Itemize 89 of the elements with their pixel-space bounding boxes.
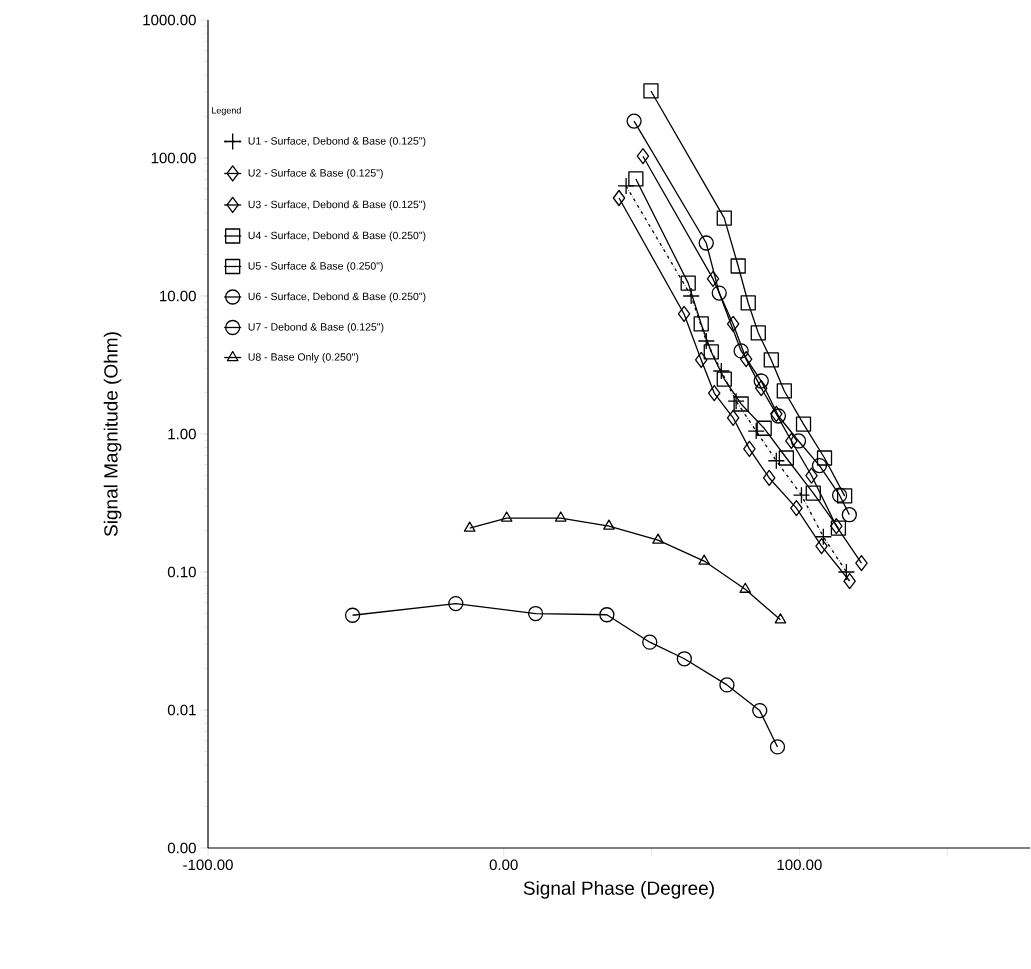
point <box>770 405 783 422</box>
point <box>500 511 513 522</box>
point <box>739 582 752 593</box>
point <box>612 189 626 207</box>
y-tick-label: 0.01 <box>167 704 196 716</box>
point <box>694 351 708 369</box>
point <box>753 373 769 389</box>
point <box>767 452 785 470</box>
point <box>830 517 843 535</box>
point <box>698 235 714 251</box>
x-axis-title: Signal Phase (Degree) <box>523 880 714 899</box>
point <box>636 148 650 165</box>
x-tick-label: 0.00 <box>489 859 518 871</box>
point <box>726 315 740 333</box>
legend-label: U8 - Base Only (0.250") <box>248 352 359 363</box>
point <box>344 607 361 623</box>
point <box>652 533 664 544</box>
point <box>677 305 691 323</box>
point <box>628 171 644 187</box>
point <box>743 440 756 458</box>
legend-label: U4 - Surface, Debond & Base (0.250") <box>248 231 426 242</box>
point <box>676 651 693 667</box>
legend-label: U7 - Debond & Base (0.125") <box>248 322 384 333</box>
point <box>712 362 730 380</box>
point <box>643 83 659 99</box>
point <box>855 554 868 572</box>
y-tick-label: 10.00 <box>160 290 196 302</box>
point <box>682 287 700 305</box>
legend-label: U6 - Surface, Debond & Base (0.250") <box>248 292 426 303</box>
point <box>790 433 807 449</box>
legend-title: Legend <box>212 106 241 116</box>
point <box>603 519 615 530</box>
point <box>756 420 772 436</box>
legend-label: U5 - Surface & Base (0.250") <box>248 261 383 272</box>
point <box>836 488 853 504</box>
point <box>750 325 766 341</box>
point <box>752 702 768 719</box>
point <box>693 316 709 332</box>
y-tick-label: 1000.00 <box>143 14 196 26</box>
point <box>774 613 787 624</box>
point <box>830 520 847 536</box>
point <box>554 511 567 522</box>
legend-label: U3 - Surface, Debond & Base (0.125") <box>248 200 426 211</box>
y-tick-label: 1.00 <box>168 428 196 440</box>
point <box>626 113 642 129</box>
point <box>805 467 818 484</box>
point <box>762 469 776 487</box>
point <box>703 344 719 360</box>
point <box>730 258 746 274</box>
point <box>843 572 856 590</box>
point <box>770 408 787 424</box>
point <box>754 379 768 397</box>
point <box>814 528 832 546</box>
x-tick-label: -100.00 <box>183 859 233 871</box>
point <box>448 595 464 612</box>
point <box>795 416 812 432</box>
point <box>811 457 828 474</box>
point <box>790 500 803 517</box>
point <box>805 485 821 501</box>
point <box>711 285 727 301</box>
legend-label: U2 - Surface & Base (0.125") <box>248 168 383 179</box>
point <box>698 554 711 565</box>
point <box>642 634 658 650</box>
point <box>697 332 715 350</box>
point <box>778 450 795 466</box>
point <box>680 275 696 291</box>
point <box>769 739 786 755</box>
x-tick-label: 100.00 <box>777 859 822 871</box>
point <box>816 450 833 466</box>
point <box>776 383 792 399</box>
point <box>815 537 828 555</box>
point <box>841 507 857 523</box>
point <box>706 270 720 288</box>
y-tick-label: 0.00 <box>167 842 196 854</box>
y-tick-label: 100.00 <box>151 152 196 164</box>
y-tick-label: 0.10 <box>167 566 196 578</box>
point <box>747 422 765 440</box>
point <box>785 432 798 450</box>
point <box>463 521 476 532</box>
y-axis-title: Signal Magnitude (Ohm) <box>103 332 122 537</box>
point <box>599 607 615 623</box>
point <box>763 352 779 368</box>
point <box>719 677 735 693</box>
legend-label: U1 - Surface, Debond & Base (0.125") <box>248 136 426 147</box>
point <box>716 210 732 226</box>
point <box>527 605 544 622</box>
point <box>740 295 756 311</box>
point <box>792 486 811 504</box>
point <box>837 563 856 581</box>
